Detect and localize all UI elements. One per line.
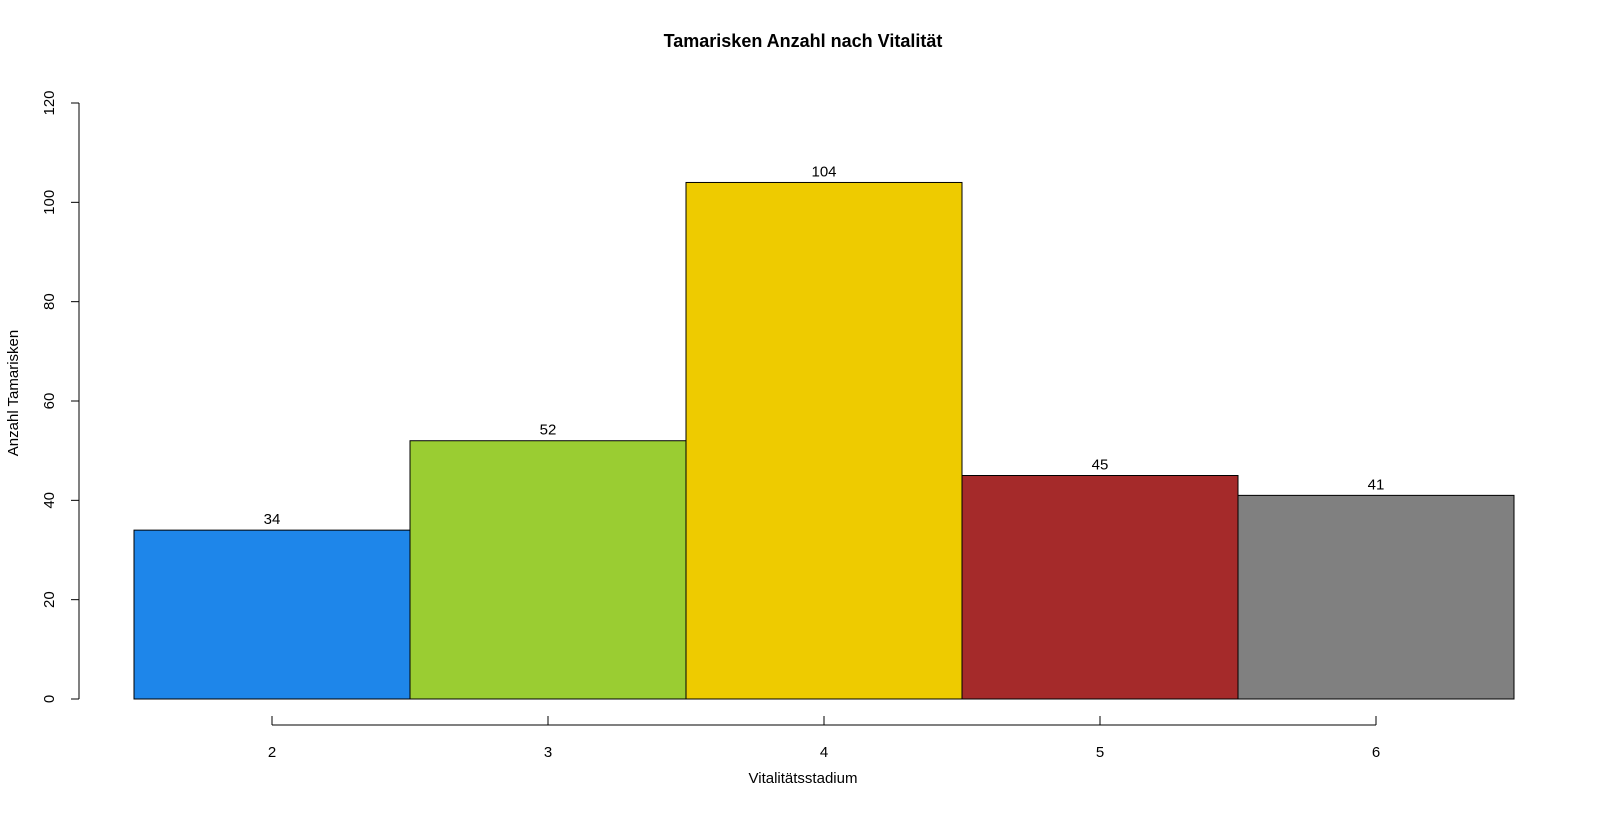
x-tick-label: 3 — [544, 744, 552, 761]
x-tick-label: 6 — [1372, 744, 1380, 761]
y-axis: 0 20 40 60 80 100 120 — [41, 90, 80, 703]
y-tick-label: 120 — [41, 90, 58, 115]
y-tick-label: 40 — [41, 492, 58, 509]
chart-title: Tamarisken Anzahl nach Vitalität — [664, 31, 943, 51]
y-tick-label: 60 — [41, 393, 58, 410]
bar-value-label: 41 — [1368, 476, 1385, 493]
y-tick-label: 100 — [41, 190, 58, 215]
y-tick-label: 20 — [41, 591, 58, 608]
x-axis: 2 3 4 5 6 — [268, 716, 1380, 761]
bar-5 — [961, 475, 1239, 700]
bar-value-label: 52 — [540, 422, 557, 439]
y-axis-label: Anzahl Tamarisken — [5, 330, 22, 456]
bar-value-label: 34 — [264, 511, 281, 528]
y-tick-label: 0 — [41, 695, 58, 703]
bar-4 — [685, 181, 963, 700]
y-tick-label: 80 — [41, 293, 58, 310]
bars — [133, 181, 1515, 700]
x-tick-label: 2 — [268, 744, 276, 761]
x-tick-label: 4 — [820, 744, 828, 761]
bar-6 — [1237, 494, 1515, 700]
bar-3 — [409, 440, 687, 700]
x-tick-label: 5 — [1096, 744, 1104, 761]
x-axis-label: Vitalitätsstadium — [749, 770, 858, 787]
bar-value-label: 104 — [811, 163, 836, 180]
value-labels: 34 52 104 45 41 — [264, 163, 1385, 528]
bar-value-label: 45 — [1092, 457, 1109, 474]
bar-2 — [133, 529, 411, 700]
